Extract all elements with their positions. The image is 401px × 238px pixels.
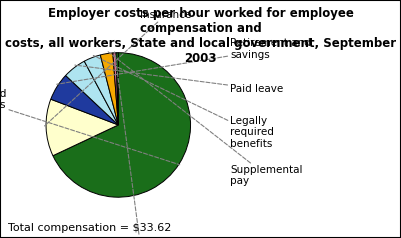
Wedge shape bbox=[84, 55, 118, 125]
Wedge shape bbox=[66, 61, 118, 125]
Wedge shape bbox=[116, 53, 118, 125]
Text: Legally
required
benefits: Legally required benefits bbox=[93, 55, 274, 149]
Text: Wages and
salaries: Wages and salaries bbox=[0, 89, 180, 165]
Wedge shape bbox=[53, 53, 190, 197]
Wedge shape bbox=[100, 53, 118, 125]
Text: Other benefits: Other benefits bbox=[102, 52, 178, 238]
Text: Paid leave: Paid leave bbox=[75, 65, 284, 94]
Text: Total compensation = $33.62: Total compensation = $33.62 bbox=[8, 223, 171, 233]
Wedge shape bbox=[51, 75, 118, 125]
Text: Employer costs per hour worked for employee compensation and
costs, all workers,: Employer costs per hour worked for emplo… bbox=[5, 7, 396, 65]
Wedge shape bbox=[113, 53, 118, 125]
Text: Retirement and
savings: Retirement and savings bbox=[57, 38, 311, 84]
Text: Insurance: Insurance bbox=[45, 10, 191, 126]
Wedge shape bbox=[46, 99, 118, 156]
Text: Supplemental
pay: Supplemental pay bbox=[108, 52, 303, 186]
